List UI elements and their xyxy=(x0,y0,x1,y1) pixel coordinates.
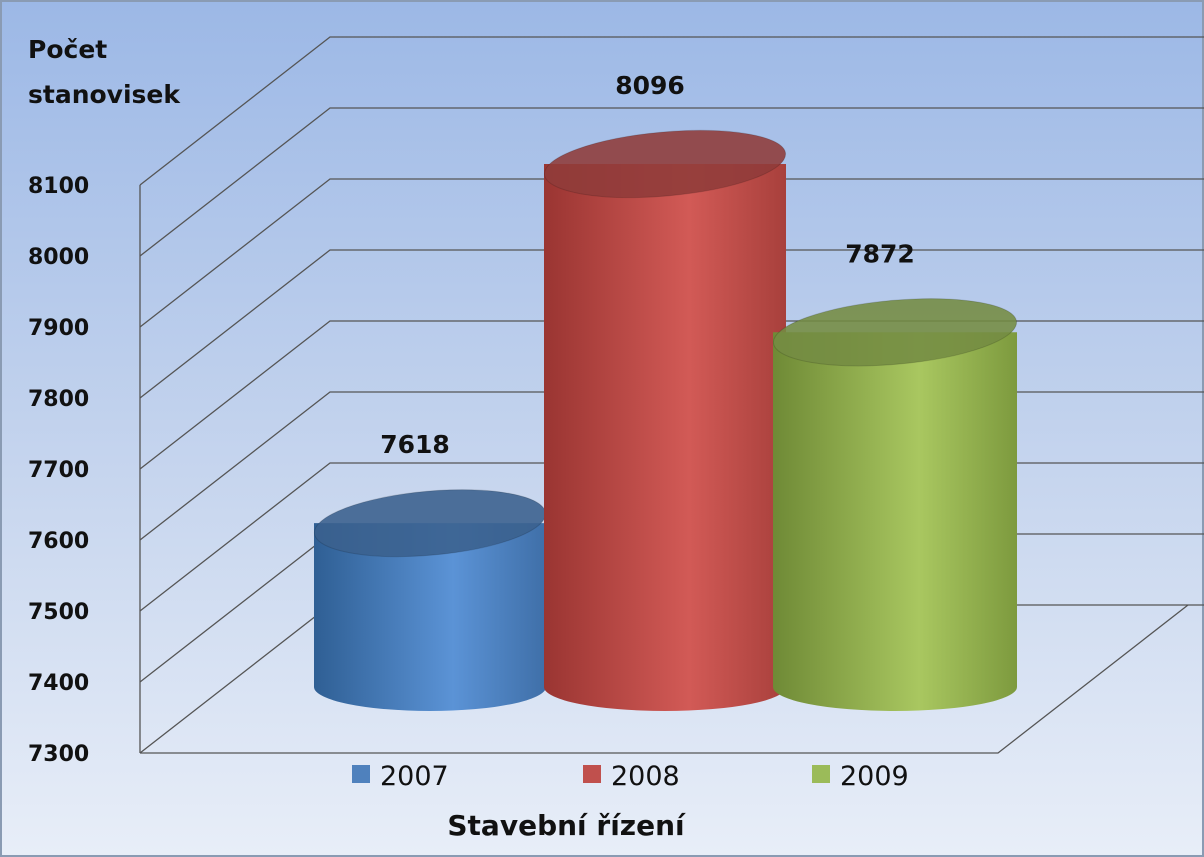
y-tick-labels: 7300 7400 7500 7600 7700 7800 7900 8000 8100 xyxy=(28,174,89,767)
bar-top-shade xyxy=(773,298,1017,366)
y-tick-label: 8100 xyxy=(28,174,89,199)
legend-swatch xyxy=(812,765,830,783)
bar-body xyxy=(544,163,786,711)
floor-outline xyxy=(140,604,1189,754)
y-tick-label: 7900 xyxy=(28,316,89,341)
bar-2007 xyxy=(313,489,547,711)
y-tick-label: 8000 xyxy=(28,245,89,270)
y-tick-label: 7500 xyxy=(28,600,89,625)
legend-item-2007: 2007 xyxy=(352,761,449,792)
legend-item-2009: 2009 xyxy=(812,761,909,792)
bar-top-shade xyxy=(544,130,786,198)
y-tick-label: 7600 xyxy=(28,529,89,554)
y-tick-label: 7800 xyxy=(28,387,89,412)
legend: 2007 2008 2009 xyxy=(352,761,909,792)
y-axis-title-line-1: Počet xyxy=(28,35,107,64)
data-label-2007: 7618 xyxy=(380,430,450,459)
gridline xyxy=(139,249,1204,399)
y-tick-label: 7400 xyxy=(28,671,89,696)
gridline xyxy=(139,178,1204,328)
y-tick-label: 7700 xyxy=(28,458,89,483)
x-axis-title: Stavební řízení xyxy=(447,809,686,842)
gridline xyxy=(139,107,1204,257)
data-label-2009: 7872 xyxy=(845,239,915,268)
bar-top-shade xyxy=(314,489,546,557)
y-axis-title-line-2: stanovisek xyxy=(28,80,181,109)
bar-2008 xyxy=(543,129,787,711)
gridline xyxy=(139,36,1204,186)
bar-body xyxy=(773,332,1017,711)
legend-label: 2008 xyxy=(611,761,680,792)
legend-label: 2007 xyxy=(380,761,449,792)
data-label-2008: 8096 xyxy=(615,71,685,100)
legend-item-2008: 2008 xyxy=(583,761,680,792)
bar-2009 xyxy=(772,298,1018,711)
y-tick-label: 7300 xyxy=(28,742,89,767)
bars-layer xyxy=(313,129,1018,711)
data-labels: 7618 8096 7872 xyxy=(380,71,915,459)
legend-label: 2009 xyxy=(840,761,909,792)
legend-swatch xyxy=(583,765,601,783)
bar-top xyxy=(543,129,787,199)
bar-body xyxy=(314,523,546,711)
legend-swatch xyxy=(352,765,370,783)
bar-top xyxy=(772,298,1018,367)
